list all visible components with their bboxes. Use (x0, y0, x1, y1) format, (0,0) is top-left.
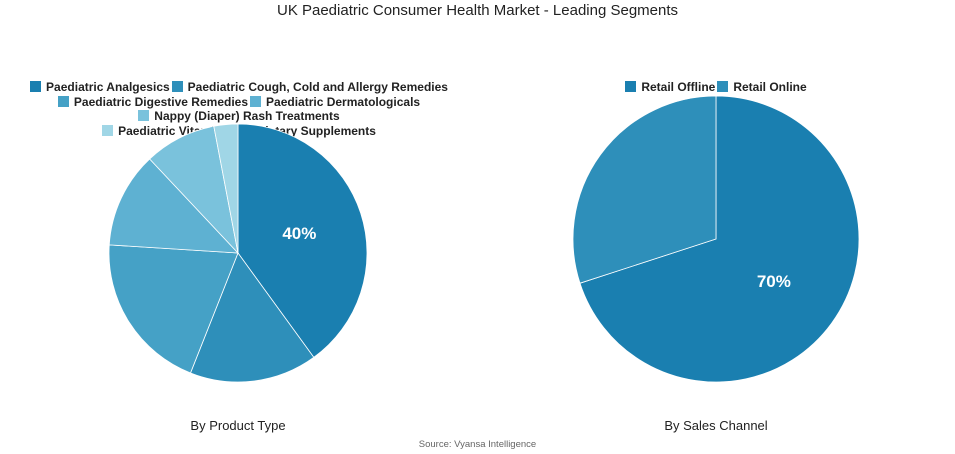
legend-swatch (138, 110, 150, 121)
legend-item: Paediatric Analgesics (30, 80, 170, 95)
source-note: Source: Vyansa Intelligence (418, 439, 537, 450)
pie-slice (108, 158, 239, 254)
legend-label: Paediatric Digestive Remedies (73, 94, 249, 109)
legend-label: Paediatric Dermatologicals (266, 94, 421, 109)
legend-swatch (250, 95, 262, 107)
legend-item: Retail Offline (625, 80, 715, 95)
legend-swatch (57, 95, 69, 107)
legend-swatch (717, 81, 729, 92)
pie-slice (237, 123, 368, 358)
legend-swatch (625, 81, 637, 92)
pie-slice (213, 123, 239, 254)
legend-label: Nappy (Diaper) Rash Treatments (154, 109, 340, 123)
legend-label: Retail Offline (641, 80, 716, 94)
data-label: 40% (282, 224, 316, 243)
legend-label: Paediatric Analgesics (46, 80, 170, 94)
legend-label: Retail Online (733, 80, 807, 94)
subtitle-product-type: By Product Type (190, 418, 286, 433)
legend-label: Paediatric Cough, Cold and Allergy Remed… (187, 80, 448, 94)
pie-slice (189, 252, 315, 383)
legend-item: Nappy (Diaper) Rash Treatments (138, 109, 340, 124)
legend-item: Paediatric Digestive Remedies (57, 94, 249, 110)
legend-product-type: Paediatric Analgesics Paediatric Cough, C… (0, 80, 478, 138)
legend-swatch (102, 124, 114, 136)
legend-item: Retail Online (717, 80, 807, 95)
pie-slice (108, 244, 239, 374)
legend-swatch (171, 81, 183, 92)
data-label: 70% (757, 272, 791, 291)
subtitle-sales-channel: By Sales Channel (664, 418, 768, 433)
pie-slice (572, 95, 717, 284)
legend-item: Paediatric Dermatologicals (250, 95, 420, 110)
legend-item: Paediatric Cough, Cold and Allergy Remed… (171, 80, 448, 95)
chart-title: UK Paediatric Consumer Health Market - L… (276, 2, 679, 19)
legend-swatch (30, 81, 42, 92)
pie-slice (579, 95, 860, 383)
legend-sales-channel: Retail Offline Retail Online (566, 80, 866, 95)
